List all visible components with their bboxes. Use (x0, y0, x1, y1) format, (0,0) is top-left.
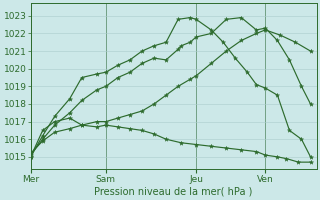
X-axis label: Pression niveau de la mer( hPa ): Pression niveau de la mer( hPa ) (94, 187, 253, 197)
